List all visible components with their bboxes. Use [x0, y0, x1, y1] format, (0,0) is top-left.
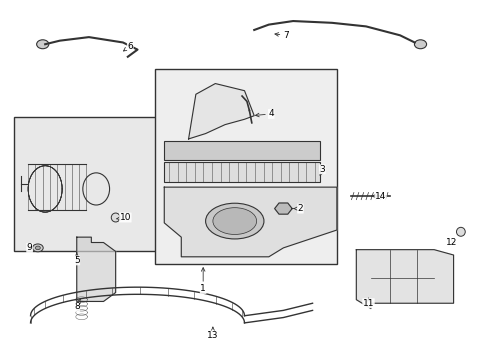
Bar	[164, 162, 319, 182]
Text: 2: 2	[293, 204, 303, 213]
Ellipse shape	[212, 208, 256, 234]
Text: 13: 13	[207, 327, 218, 340]
Text: 4: 4	[255, 109, 273, 118]
Ellipse shape	[32, 244, 43, 252]
Bar	[14, 117, 159, 251]
Ellipse shape	[37, 40, 49, 49]
Bar	[164, 141, 319, 160]
Ellipse shape	[205, 203, 264, 239]
Polygon shape	[356, 249, 453, 309]
Text: 9: 9	[27, 243, 32, 252]
Ellipse shape	[35, 246, 40, 249]
Text: 5: 5	[74, 253, 80, 265]
Polygon shape	[164, 187, 336, 257]
Polygon shape	[188, 84, 254, 139]
Text: 7: 7	[274, 31, 288, 40]
Text: 1: 1	[200, 267, 205, 293]
Polygon shape	[77, 237, 116, 301]
Polygon shape	[274, 203, 291, 214]
Bar	[154, 69, 336, 264]
Text: 6: 6	[123, 41, 133, 51]
Text: 10: 10	[116, 213, 131, 222]
Ellipse shape	[456, 227, 464, 236]
Text: 12: 12	[445, 238, 456, 247]
Text: 8: 8	[74, 299, 80, 311]
Text: 11: 11	[362, 298, 373, 308]
Ellipse shape	[414, 40, 426, 49]
Text: 3: 3	[319, 165, 325, 176]
Text: 14: 14	[371, 192, 386, 201]
Ellipse shape	[111, 213, 120, 222]
